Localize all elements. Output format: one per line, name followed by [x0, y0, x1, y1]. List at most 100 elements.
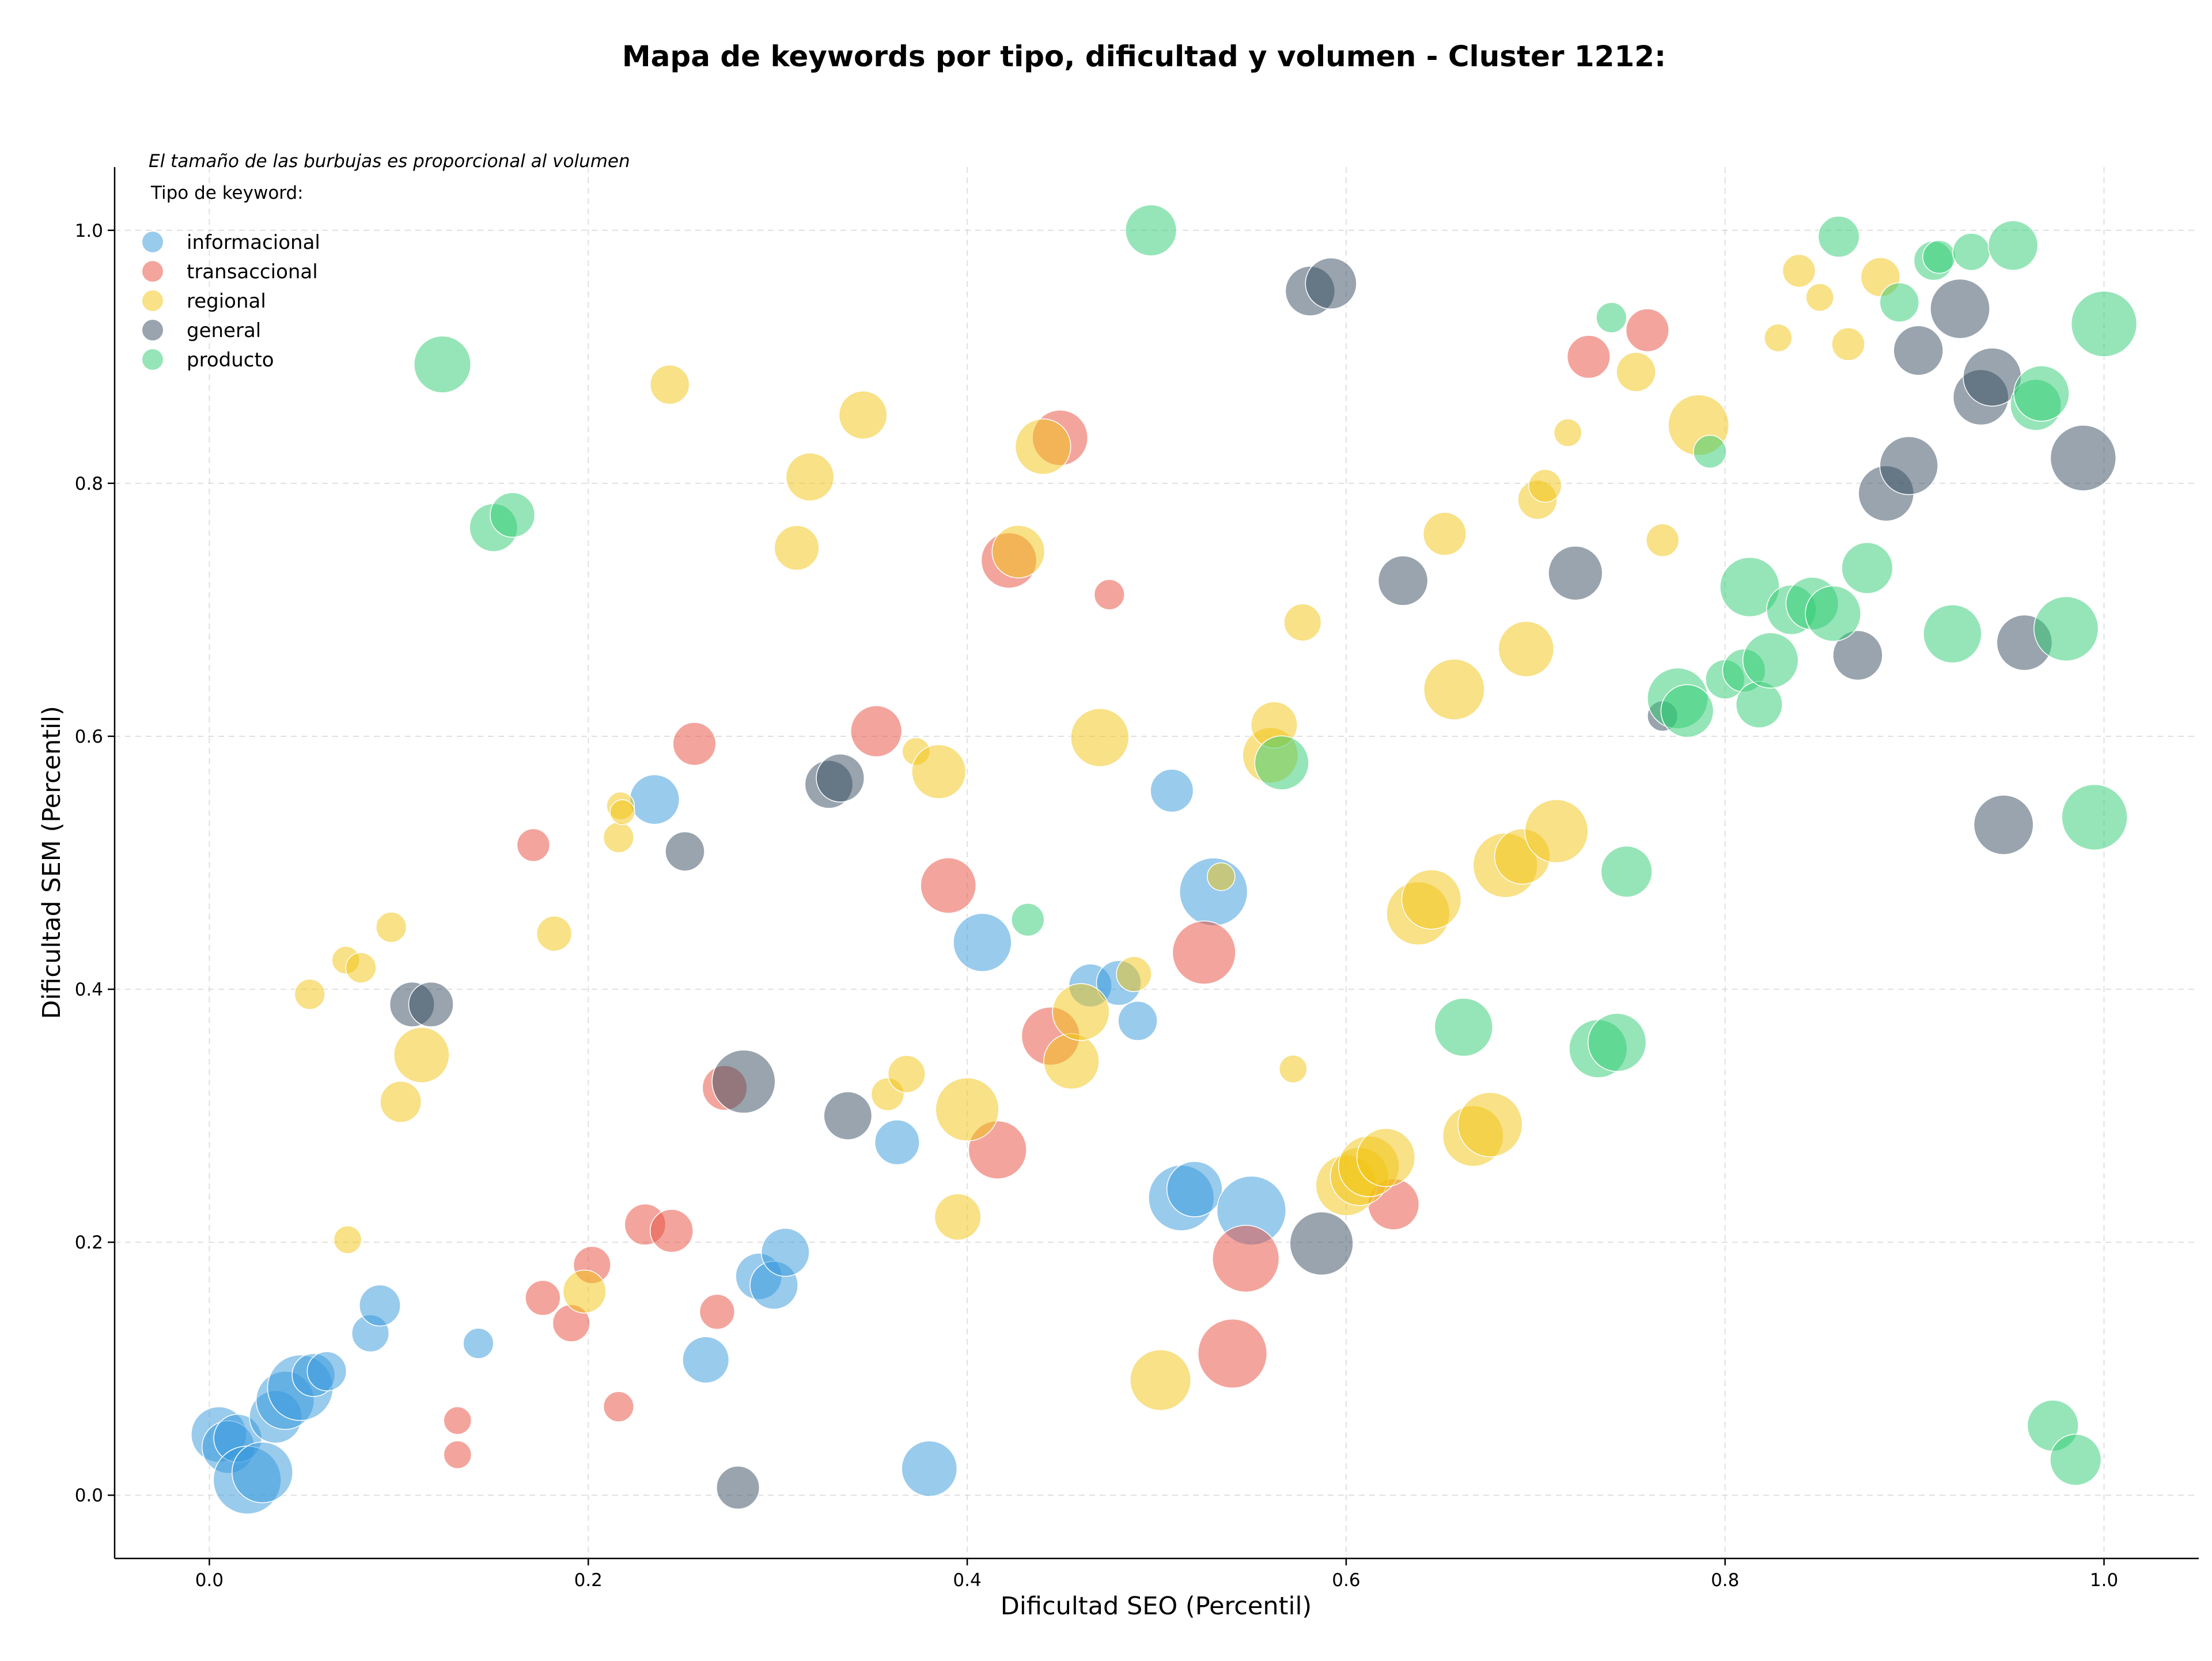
- bubble-producto: [1660, 684, 1714, 738]
- bubble-informacional: [232, 1441, 293, 1504]
- bubble-transaccional: [1172, 920, 1236, 985]
- bubble-producto: [1735, 681, 1783, 729]
- bubble-transaccional: [1211, 1225, 1280, 1293]
- bubble-informacional: [1150, 769, 1194, 813]
- bubble-producto: [413, 335, 472, 394]
- y-tick-label: 0.4: [75, 979, 103, 1000]
- chart-title: Mapa de keywords por tipo, dificultad y …: [622, 40, 1666, 73]
- bubble-regional: [1279, 1054, 1308, 1084]
- legend-label: transaccional: [187, 260, 318, 283]
- bubble-transaccional: [1093, 578, 1125, 611]
- bubble-producto: [1693, 434, 1727, 469]
- bubble-regional: [1616, 351, 1656, 392]
- bubble-transaccional: [920, 857, 977, 914]
- bubble-layer: [191, 204, 2138, 1515]
- legend-label: regional: [187, 290, 266, 313]
- bubble-producto: [2050, 1433, 2102, 1486]
- bubble-regional: [1831, 327, 1865, 361]
- bubble-producto: [1817, 215, 1860, 258]
- bubble-transaccional: [672, 722, 717, 766]
- legend-label: producto: [187, 349, 274, 372]
- bubble-informacional: [953, 913, 1012, 972]
- bubble-general: [711, 1049, 776, 1114]
- bubble-regional: [1764, 323, 1793, 353]
- bubble-producto: [1952, 233, 1991, 271]
- y-tick-label: 0.8: [75, 474, 103, 494]
- bubble-regional: [1283, 603, 1322, 642]
- bubble-general: [816, 754, 865, 803]
- bubble-regional: [294, 978, 325, 1010]
- bubble-general: [1377, 555, 1429, 606]
- bubble-transaccional: [1625, 308, 1669, 353]
- bubble-general: [408, 981, 454, 1027]
- x-tick-label: 0.6: [1332, 1570, 1360, 1591]
- bubble-producto: [1987, 220, 2039, 271]
- bubble-producto: [2013, 365, 2070, 422]
- legend: El tamaño de las burbujas es proporciona…: [142, 151, 630, 372]
- bubble-regional: [774, 525, 820, 571]
- bubble-regional: [536, 915, 573, 952]
- bubble-informacional: [306, 1351, 347, 1391]
- bubble-producto: [2061, 784, 2128, 851]
- bubble-regional: [1356, 1127, 1416, 1187]
- bubble-regional: [1805, 283, 1834, 312]
- bubble-producto: [1841, 542, 1893, 595]
- bubble-informacional: [682, 1336, 730, 1384]
- bubble-informacional: [874, 1119, 920, 1166]
- axis-ticks: 0.0 0.2 0.4 0.6 0.8 1.0 0.0 0.2 0.4 0.6 0.8 1.0: [75, 221, 2119, 1591]
- bubble-informacional: [1118, 1001, 1158, 1041]
- bubble-general: [1548, 546, 1603, 601]
- legend-marker: [142, 261, 163, 282]
- bubble-regional: [935, 1077, 999, 1142]
- bubble-regional: [1130, 1349, 1192, 1411]
- bubble-producto: [1922, 240, 1956, 274]
- bubble-regional: [785, 452, 835, 502]
- bubble-regional: [393, 1027, 450, 1084]
- series-general: [389, 257, 2117, 1510]
- bubble-transaccional: [699, 1293, 736, 1330]
- bubble-informacional: [760, 1228, 810, 1277]
- bubble-producto: [1434, 997, 1494, 1057]
- bubble-regional: [1498, 620, 1555, 678]
- legend-marker: [142, 349, 163, 370]
- y-tick-label: 0.0: [75, 1485, 103, 1506]
- x-tick-label: 0.0: [195, 1570, 224, 1591]
- bubble-transaccional: [649, 1209, 694, 1253]
- x-axis-label: Dificultad SEO (Percentil): [1001, 1592, 1312, 1621]
- bubble-informacional: [629, 774, 680, 825]
- legend-item-transaccional: transaccional: [142, 260, 318, 283]
- bubble-regional: [1422, 512, 1467, 556]
- bubble-general: [1973, 794, 2034, 855]
- bubble-general: [665, 831, 705, 872]
- legend-marker: [142, 320, 163, 340]
- bubble-producto: [1719, 557, 1780, 618]
- x-tick-label: 0.4: [953, 1570, 981, 1591]
- bubble-general: [1879, 436, 1938, 495]
- bubble-transaccional: [525, 1280, 561, 1316]
- bubble-producto: [1588, 1013, 1647, 1072]
- legend-label: general: [187, 319, 261, 342]
- x-tick-label: 1.0: [2090, 1570, 2118, 1591]
- bubble-regional: [1553, 418, 1582, 447]
- bubble-regional: [380, 1081, 422, 1123]
- bubble-transaccional: [443, 1440, 472, 1469]
- bubble-informacional: [359, 1284, 401, 1327]
- bubble-producto: [1011, 903, 1045, 937]
- bubble-regional: [1782, 253, 1816, 288]
- legend-item-general: general: [142, 319, 261, 342]
- bubble-regional: [1052, 983, 1110, 1041]
- bubble-transaccional: [516, 828, 551, 862]
- bubble-producto: [1879, 282, 1920, 323]
- bubble-transaccional: [443, 1406, 472, 1435]
- bubble-producto: [1742, 632, 1799, 689]
- legend-title: Tipo de keyword:: [150, 183, 304, 203]
- series-producto: [413, 204, 2138, 1486]
- legend-item-producto: producto: [142, 349, 274, 372]
- bubble-general: [1305, 257, 1357, 310]
- bubble-transaccional: [1566, 335, 1611, 379]
- bubble-regional: [649, 364, 690, 405]
- bubble-regional: [1207, 862, 1236, 891]
- bubble-regional: [1014, 418, 1071, 475]
- bubble-regional: [838, 390, 888, 440]
